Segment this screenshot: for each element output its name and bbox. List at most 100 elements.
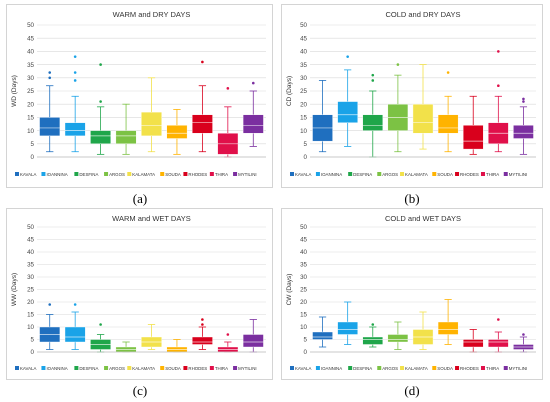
legend-label: RHODES — [460, 366, 479, 371]
legend-label: THIRA — [215, 172, 228, 177]
outlier-point — [371, 323, 375, 326]
outlier-point — [396, 63, 400, 66]
legend-label: DESFINA — [353, 366, 372, 371]
box-mytilini — [242, 81, 264, 147]
legend-label: DESFINA — [79, 366, 98, 371]
y-tick-label: 20 — [27, 101, 34, 108]
panel-cold-wet: COLD and WET DAYS CW (Days) 0 5 10 15 20 25 30 35… — [281, 208, 543, 380]
legend-swatch — [15, 366, 19, 370]
box-souda — [437, 299, 459, 345]
box-rhodes — [192, 318, 213, 350]
legend-swatch — [432, 366, 437, 370]
legend-label: THIRA — [215, 366, 228, 371]
legend-swatch — [183, 172, 188, 176]
box-argos — [115, 341, 137, 353]
legend-label: RHODES — [188, 172, 207, 177]
box-rhodes — [462, 329, 484, 353]
y-tick-label: 5 — [304, 141, 308, 148]
box-iqr — [312, 331, 333, 340]
y-tick-label: 15 — [27, 312, 34, 319]
outlier-point — [201, 318, 204, 321]
box-ioannina — [337, 301, 358, 345]
legend-swatch — [15, 172, 19, 176]
y-tick-label: 15 — [300, 115, 307, 122]
legend-swatch — [209, 172, 214, 176]
y-tick-label: 40 — [300, 249, 307, 256]
y-tick-label: 35 — [27, 62, 34, 69]
outlier-point — [99, 323, 102, 326]
outlier-point — [522, 97, 525, 101]
box-iqr — [39, 117, 61, 137]
outlier-point — [497, 84, 500, 88]
box-rhodes — [462, 95, 484, 155]
legend-label: MYTILINI — [509, 366, 528, 371]
y-tick-label: 0 — [304, 349, 308, 356]
box-souda — [166, 339, 188, 353]
outlier-point — [446, 71, 450, 74]
legend-swatch — [74, 366, 79, 370]
legend-swatch — [432, 172, 437, 176]
y-tick-label: 0 — [31, 349, 35, 356]
outlier-point — [251, 81, 255, 85]
box-argos — [387, 63, 409, 153]
legend: KAVALA IOANNINA DESFINA ARGOS KALAMATA SOUDA R… — [290, 172, 527, 177]
box-ioannina — [64, 303, 86, 350]
legend-swatch — [41, 366, 46, 370]
legend-label: KALAMATA — [132, 172, 155, 177]
y-tick-label: 40 — [300, 49, 307, 56]
legend-label: KAVALA — [20, 366, 37, 371]
chart-title: COLD and WET DAYS — [385, 214, 461, 223]
legend-swatch — [290, 172, 294, 176]
box-mytilini — [513, 333, 534, 353]
legend-swatch — [348, 172, 353, 176]
box-thira — [488, 318, 509, 353]
legend-swatch — [480, 366, 485, 370]
legend-swatch — [400, 366, 405, 370]
legend-label: KALAMATA — [405, 366, 428, 371]
y-tick-label: 40 — [27, 49, 34, 56]
y-tick-label: 50 — [27, 224, 34, 231]
outlier-point — [73, 55, 77, 58]
box-ioannina — [337, 55, 358, 147]
chart-warm-dry: WARM and DRY DAYS WD (Days) 0 5 10 15 20 25 30 35… — [11, 10, 266, 177]
box-iqr — [462, 339, 484, 348]
y-tick-label: 15 — [300, 312, 307, 319]
box-desfina — [362, 323, 384, 348]
y-axis-label: WD (Days) — [11, 75, 18, 107]
legend-label: ARGOS — [109, 172, 125, 177]
legend-swatch — [315, 172, 320, 176]
box-souda — [166, 109, 188, 155]
box-souda — [437, 71, 459, 153]
legend: KAVALA IOANNINA DESFINA ARGOS KALAMATA SOUDA R… — [15, 172, 257, 177]
box-argos — [387, 321, 409, 350]
y-tick-label: 35 — [27, 262, 34, 269]
legend-label: SOUDA — [165, 366, 181, 371]
y-tick-label: 45 — [300, 35, 307, 42]
box-desfina — [90, 63, 111, 155]
legend-swatch — [455, 172, 460, 176]
legend-swatch — [455, 366, 460, 370]
legend-swatch — [127, 172, 132, 176]
box-iqr — [337, 101, 358, 123]
box-iqr — [513, 125, 534, 139]
legend-label: MYTILINI — [238, 366, 257, 371]
y-tick-label: 30 — [300, 75, 307, 82]
panel-warm-dry: WARM and DRY DAYS WD (Days) 0 5 10 15 20 25 30 35… — [6, 4, 273, 188]
y-tick-label: 35 — [300, 262, 307, 269]
y-tick-label: 25 — [300, 88, 307, 95]
legend-label: DESFINA — [353, 172, 372, 177]
legend-swatch — [503, 172, 508, 176]
legend-swatch — [400, 172, 405, 176]
box-kalamata — [412, 64, 434, 150]
box-thira — [217, 87, 239, 158]
chart-title: WARM and DRY DAYS — [113, 10, 191, 19]
legend-label: IOANNINA — [321, 172, 342, 177]
box-iqr — [242, 334, 264, 348]
box-iqr — [141, 111, 162, 137]
legend-label: THIRA — [486, 172, 499, 177]
panel-label-c: (c) — [132, 383, 148, 398]
box-kavala — [39, 303, 61, 350]
legend-swatch — [480, 172, 485, 176]
outlier-point — [346, 55, 349, 58]
y-tick-label: 35 — [300, 62, 307, 69]
